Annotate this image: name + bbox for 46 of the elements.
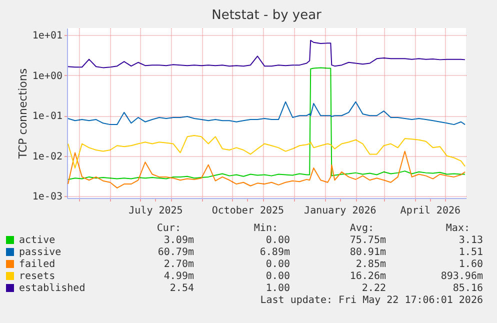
chart-title: Netstat - by year [212,8,322,23]
legend-label: failed [19,259,56,270]
x-tick-label: July 2025 [128,206,183,216]
legend-label: active [19,235,56,246]
text: 0.00 [266,235,290,246]
text: 1.60 [458,259,483,270]
y-axis-title: TCP connections [16,68,30,160]
line-series [68,135,466,169]
text: Cur: [156,223,181,234]
y-tick-label: 1e-01 [32,111,62,122]
x-tick-label: January 2026 [304,206,376,216]
text: 893.96m [440,271,483,282]
line-series [68,67,466,180]
text: 2.70m [164,259,194,270]
y-tick-label: 1e+00 [32,70,62,82]
text: 2.54 [170,283,194,294]
text: 16.26m [350,271,386,282]
line-series [68,101,466,126]
legend-label: established [19,283,86,294]
legend-label: passive [19,247,62,258]
y-tick-label: 1e-03 [32,192,62,203]
text: Max: [446,223,470,234]
text: 60.79m [158,247,194,258]
text: Last update: Fri May 22 17:06:01 2026 [260,295,483,306]
text: 0.00 [266,259,290,270]
legend-label: resets [19,271,56,282]
text: 3.13 [458,235,483,246]
text: 85.16 [452,283,483,294]
line-series [68,150,466,188]
text: 1.00 [266,283,290,294]
text: 3.09m [164,235,194,246]
text: 6.89m [260,247,290,258]
text: 2.22 [362,283,386,294]
text: 1.51 [458,247,483,258]
text: Avg: [350,223,374,234]
text: 4.99m [164,271,194,282]
text: 75.75m [350,235,386,246]
x-tick-label: October 2025 [212,206,284,216]
y-tick-label: 1e+01 [32,30,62,42]
text: Min: [254,223,278,234]
y-tick-label: 1e-02 [32,151,62,162]
x-tick-label: April 2026 [400,206,461,216]
text: 0.00 [266,271,290,282]
text: 2.85m [356,259,386,270]
line-series [68,40,466,68]
text: 80.91m [350,247,386,258]
